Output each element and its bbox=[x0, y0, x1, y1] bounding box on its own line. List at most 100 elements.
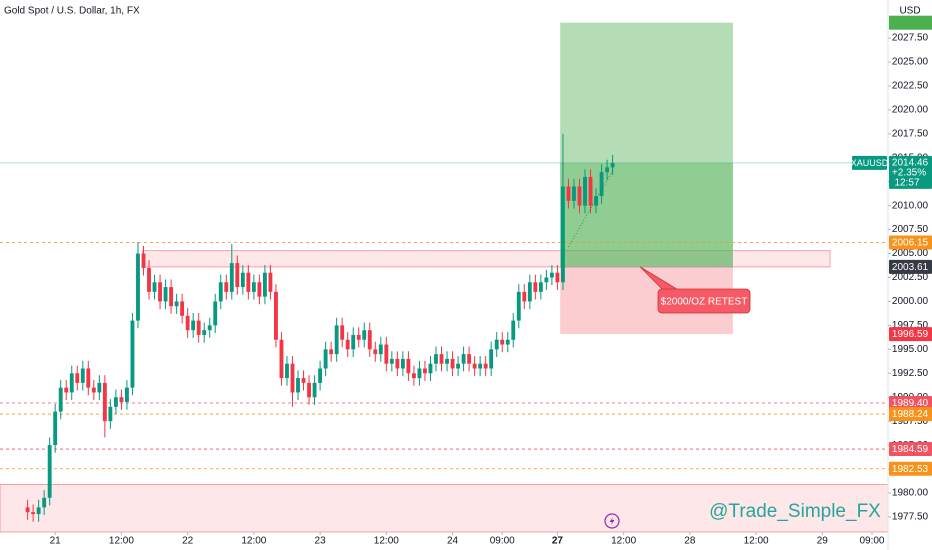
candle-body bbox=[318, 368, 323, 383]
y-tick-label: 2002.50 bbox=[892, 272, 929, 283]
candle-body bbox=[533, 282, 538, 292]
flash-icon[interactable] bbox=[604, 513, 620, 529]
candle-body bbox=[191, 320, 196, 331]
candle-body bbox=[345, 339, 350, 350]
candle-body bbox=[163, 287, 168, 302]
chart-title: Gold Spot / U.S. Dollar, 1h, FX bbox=[4, 6, 140, 17]
level-tag bbox=[889, 395, 932, 410]
level-tag-label: 1982.53 bbox=[892, 464, 929, 475]
candle-body bbox=[428, 363, 433, 374]
candle-body bbox=[251, 282, 256, 292]
candle-body bbox=[246, 272, 251, 292]
candle-body bbox=[307, 382, 311, 398]
candle-body bbox=[561, 186, 565, 283]
candle-body bbox=[417, 368, 422, 379]
candles-layer bbox=[25, 133, 615, 522]
candle-body bbox=[494, 339, 499, 350]
level-tag bbox=[889, 235, 932, 250]
candle-body bbox=[80, 368, 85, 383]
currency: USD bbox=[899, 6, 920, 17]
candle-body bbox=[527, 282, 532, 302]
y-tick-label: 2025.00 bbox=[892, 57, 929, 68]
target-tag bbox=[889, 15, 932, 30]
candle-body bbox=[25, 507, 30, 513]
candle-body bbox=[185, 315, 190, 331]
y-tick-label: 2007.50 bbox=[892, 224, 929, 235]
candle-body bbox=[279, 339, 284, 379]
candle-body bbox=[610, 162, 615, 168]
candle-body bbox=[489, 349, 494, 369]
candle-body bbox=[47, 445, 52, 498]
candle-body bbox=[362, 330, 367, 340]
candle-body bbox=[538, 282, 543, 292]
stop-tag-label: 1996.59 bbox=[892, 329, 929, 340]
candle-body bbox=[119, 397, 124, 403]
y-tick-label: 1992.50 bbox=[892, 368, 929, 379]
candle-body bbox=[42, 497, 47, 508]
candle-body bbox=[577, 186, 582, 206]
x-tick-label: 12:00 bbox=[744, 536, 769, 547]
candle-body bbox=[213, 301, 218, 326]
level-tag bbox=[889, 407, 932, 422]
candle-body bbox=[395, 358, 400, 369]
watermark: @Trade_Simple_FX bbox=[709, 501, 881, 522]
candle-body bbox=[229, 263, 234, 292]
candle-body bbox=[478, 363, 483, 369]
stop-tag bbox=[889, 327, 932, 342]
candle-body bbox=[334, 325, 339, 355]
candle-body bbox=[323, 349, 328, 369]
candle-body bbox=[58, 387, 63, 412]
candle-body bbox=[141, 253, 146, 268]
candle-body bbox=[268, 272, 273, 292]
level-tag bbox=[889, 461, 932, 476]
candle-body bbox=[169, 287, 174, 307]
candle-body bbox=[262, 272, 267, 297]
candle-body bbox=[91, 387, 96, 393]
candle-body bbox=[312, 382, 317, 398]
candle-body bbox=[351, 334, 356, 350]
candle-body bbox=[483, 363, 488, 369]
candle-body bbox=[406, 358, 411, 374]
candle-body bbox=[97, 382, 102, 393]
y-tick-label: 2022.50 bbox=[892, 81, 929, 92]
callout-text: $2000/OZ RETEST bbox=[661, 297, 748, 308]
candle-body bbox=[500, 339, 505, 345]
candle-body bbox=[340, 325, 345, 340]
current-change: +2.35% bbox=[892, 168, 926, 179]
candle-body bbox=[467, 354, 472, 364]
candle-body bbox=[108, 406, 113, 422]
candle-body bbox=[456, 363, 461, 369]
candle-body bbox=[472, 363, 477, 369]
candle-body bbox=[174, 301, 179, 307]
candle-body bbox=[400, 358, 405, 369]
candle-body bbox=[555, 272, 560, 283]
current-countdown: 12:57 bbox=[894, 178, 919, 189]
x-tick-label: 29 bbox=[817, 536, 829, 547]
candle-body bbox=[257, 282, 262, 297]
axis-layer: 1977.501980.001982.501985.001987.501990.… bbox=[50, 15, 932, 547]
flash-icon-bolt bbox=[609, 517, 615, 525]
y-tick-label: 1997.50 bbox=[892, 320, 929, 331]
candle-body bbox=[356, 334, 361, 340]
level-tag-label: 1984.59 bbox=[892, 444, 929, 455]
candle-body bbox=[549, 272, 554, 278]
candle-body bbox=[31, 512, 36, 515]
candle-body bbox=[367, 330, 372, 350]
candle-body bbox=[136, 253, 140, 321]
x-tick-label: 28 bbox=[684, 536, 696, 547]
candle-body bbox=[511, 320, 516, 340]
candle-body bbox=[202, 330, 207, 335]
symbol-label: XAUUSD bbox=[851, 158, 889, 168]
candle-body bbox=[196, 320, 201, 335]
overlay-layer: $2000/OZ RETEST @Trade_Simple_FX bbox=[568, 170, 881, 522]
y-tick-label: 2020.00 bbox=[892, 105, 929, 116]
level-tag bbox=[889, 442, 932, 457]
x-tick-label: 09:00 bbox=[859, 536, 884, 547]
x-tick-label: 12:00 bbox=[241, 536, 266, 547]
current-tag bbox=[889, 155, 932, 189]
candle-body bbox=[588, 176, 593, 206]
level-tag-label: 1988.24 bbox=[892, 409, 929, 420]
candle-body bbox=[285, 363, 289, 379]
candle-body bbox=[207, 325, 212, 331]
